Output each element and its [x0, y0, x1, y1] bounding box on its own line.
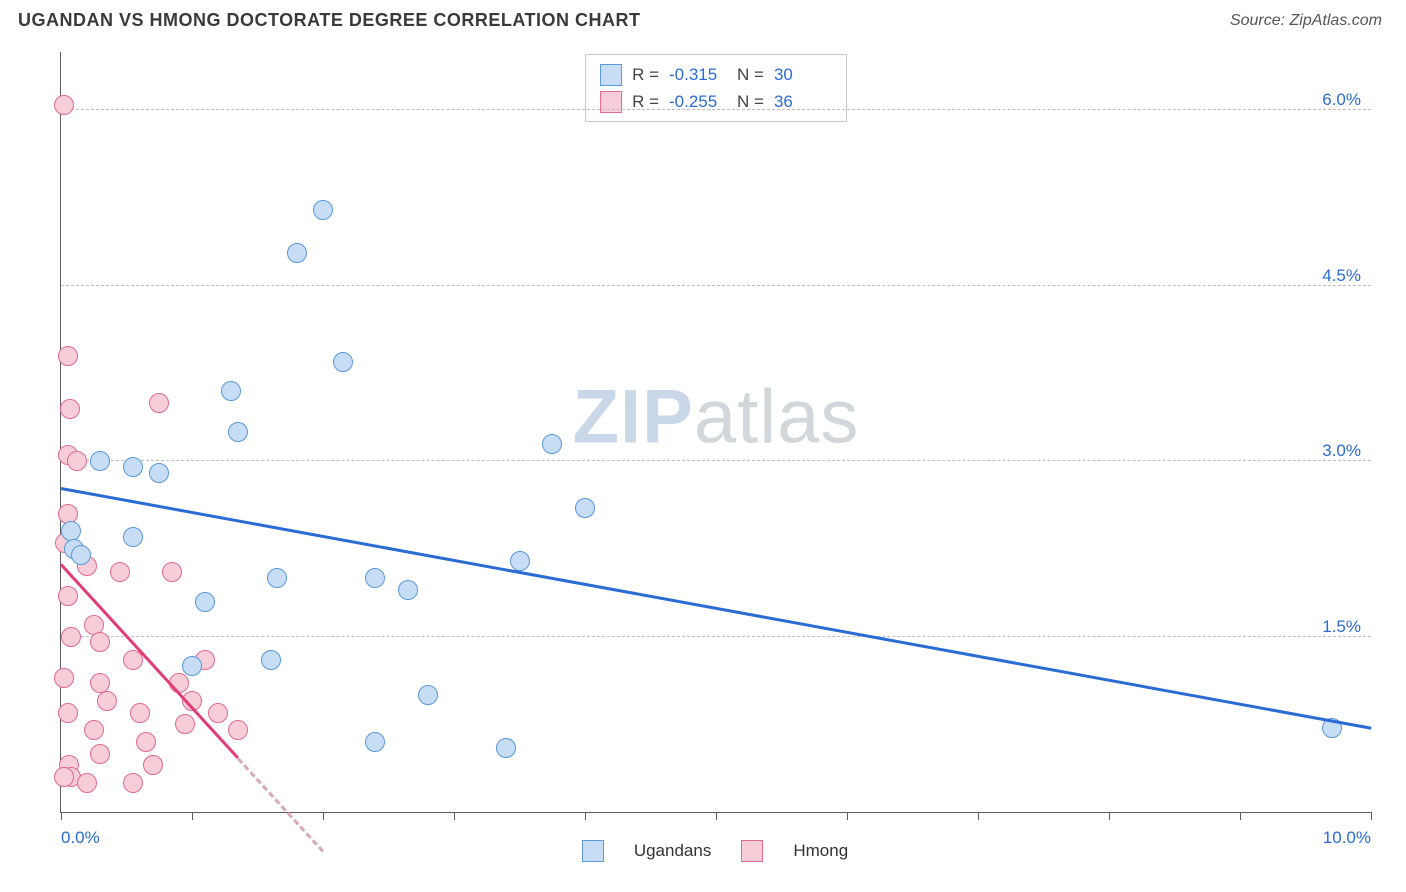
scatter-point-ugandans — [313, 200, 333, 220]
scatter-point-ugandans — [228, 422, 248, 442]
y-tick-label: 1.5% — [1322, 617, 1361, 637]
x-tick — [716, 812, 717, 820]
x-tick — [1109, 812, 1110, 820]
scatter-point-hmong — [90, 744, 110, 764]
x-tick — [1240, 812, 1241, 820]
scatter-point-hmong — [77, 773, 97, 793]
scatter-point-ugandans — [575, 498, 595, 518]
scatter-point-hmong — [208, 703, 228, 723]
scatter-point-hmong — [97, 691, 117, 711]
scatter-point-hmong — [149, 393, 169, 413]
legend-swatch-hmong — [741, 840, 763, 862]
n-value-ugandans: 30 — [774, 61, 832, 88]
source-prefix: Source: — [1230, 12, 1290, 29]
y-tick-label: 6.0% — [1322, 90, 1361, 110]
n-value-hmong: 36 — [774, 88, 832, 115]
stats-row-ugandans: R = -0.315 N = 30 — [600, 61, 832, 88]
scatter-point-hmong — [54, 767, 74, 787]
y-tick-label: 3.0% — [1322, 441, 1361, 461]
scatter-point-ugandans — [365, 732, 385, 752]
scatter-point-hmong — [60, 399, 80, 419]
n-label: N = — [737, 88, 764, 115]
scatter-point-ugandans — [195, 592, 215, 612]
scatter-point-hmong — [90, 632, 110, 652]
chart-container: Doctorate Degree ZIPatlas R = -0.315 N =… — [18, 40, 1388, 860]
source-name: ZipAtlas.com — [1290, 12, 1382, 29]
legend-label-hmong: Hmong — [793, 841, 848, 861]
scatter-point-ugandans — [496, 738, 516, 758]
x-tick — [454, 812, 455, 820]
scatter-point-ugandans — [398, 580, 418, 600]
swatch-ugandans — [600, 64, 622, 86]
scatter-point-ugandans — [123, 527, 143, 547]
r-value-hmong: -0.255 — [669, 88, 727, 115]
chart-title: UGANDAN VS HMONG DOCTORATE DEGREE CORREL… — [18, 10, 641, 31]
scatter-point-ugandans — [418, 685, 438, 705]
bottom-legend-host: Ugandans Hmong — [60, 840, 1370, 862]
scatter-point-hmong — [67, 451, 87, 471]
y-tick-label: 4.5% — [1322, 266, 1361, 286]
scatter-point-hmong — [143, 755, 163, 775]
scatter-point-ugandans — [123, 457, 143, 477]
scatter-point-hmong — [130, 703, 150, 723]
scatter-point-ugandans — [365, 568, 385, 588]
gridline-h — [61, 285, 1371, 286]
x-tick — [323, 812, 324, 820]
scatter-point-hmong — [162, 562, 182, 582]
scatter-point-hmong — [58, 346, 78, 366]
scatter-point-ugandans — [149, 463, 169, 483]
legend-swatch-ugandans — [582, 840, 604, 862]
scatter-point-hmong — [123, 773, 143, 793]
x-tick — [1371, 812, 1372, 820]
scatter-point-hmong — [61, 627, 81, 647]
scatter-point-hmong — [175, 714, 195, 734]
watermark: ZIPatlas — [573, 373, 860, 460]
scatter-point-ugandans — [261, 650, 281, 670]
source-citation: Source: ZipAtlas.com — [1230, 12, 1382, 30]
r-label: R = — [632, 88, 659, 115]
scatter-point-hmong — [58, 586, 78, 606]
scatter-point-hmong — [54, 95, 74, 115]
trend-line-ugandans — [61, 487, 1372, 730]
legend-label-ugandans: Ugandans — [634, 841, 712, 861]
gridline-h — [61, 636, 1371, 637]
trend-line-hmong-dashed — [237, 757, 324, 852]
header: UGANDAN VS HMONG DOCTORATE DEGREE CORREL… — [0, 0, 1406, 37]
scatter-point-hmong — [136, 732, 156, 752]
scatter-point-ugandans — [71, 545, 91, 565]
gridline-h — [61, 460, 1371, 461]
scatter-point-ugandans — [182, 656, 202, 676]
scatter-point-ugandans — [221, 381, 241, 401]
gridline-h — [61, 109, 1371, 110]
x-tick — [192, 812, 193, 820]
scatter-point-hmong — [84, 720, 104, 740]
scatter-point-ugandans — [333, 352, 353, 372]
stats-row-hmong: R = -0.255 N = 36 — [600, 88, 832, 115]
x-tick — [847, 812, 848, 820]
scatter-point-ugandans — [267, 568, 287, 588]
scatter-point-hmong — [58, 703, 78, 723]
x-tick — [978, 812, 979, 820]
bottom-legend: Ugandans Hmong — [582, 840, 848, 862]
scatter-point-hmong — [54, 668, 74, 688]
scatter-point-ugandans — [510, 551, 530, 571]
scatter-point-ugandans — [90, 451, 110, 471]
r-label: R = — [632, 61, 659, 88]
scatter-point-hmong — [228, 720, 248, 740]
n-label: N = — [737, 61, 764, 88]
stats-legend-box: R = -0.315 N = 30 R = -0.255 N = 36 — [585, 54, 847, 122]
watermark-zip: ZIP — [573, 374, 694, 459]
watermark-atlas: atlas — [694, 374, 860, 459]
x-tick — [585, 812, 586, 820]
scatter-point-ugandans — [287, 243, 307, 263]
r-value-ugandans: -0.315 — [669, 61, 727, 88]
scatter-point-ugandans — [542, 434, 562, 454]
plot-area: ZIPatlas R = -0.315 N = 30 R = -0.255 N … — [60, 52, 1371, 813]
scatter-point-hmong — [110, 562, 130, 582]
x-tick — [61, 812, 62, 820]
